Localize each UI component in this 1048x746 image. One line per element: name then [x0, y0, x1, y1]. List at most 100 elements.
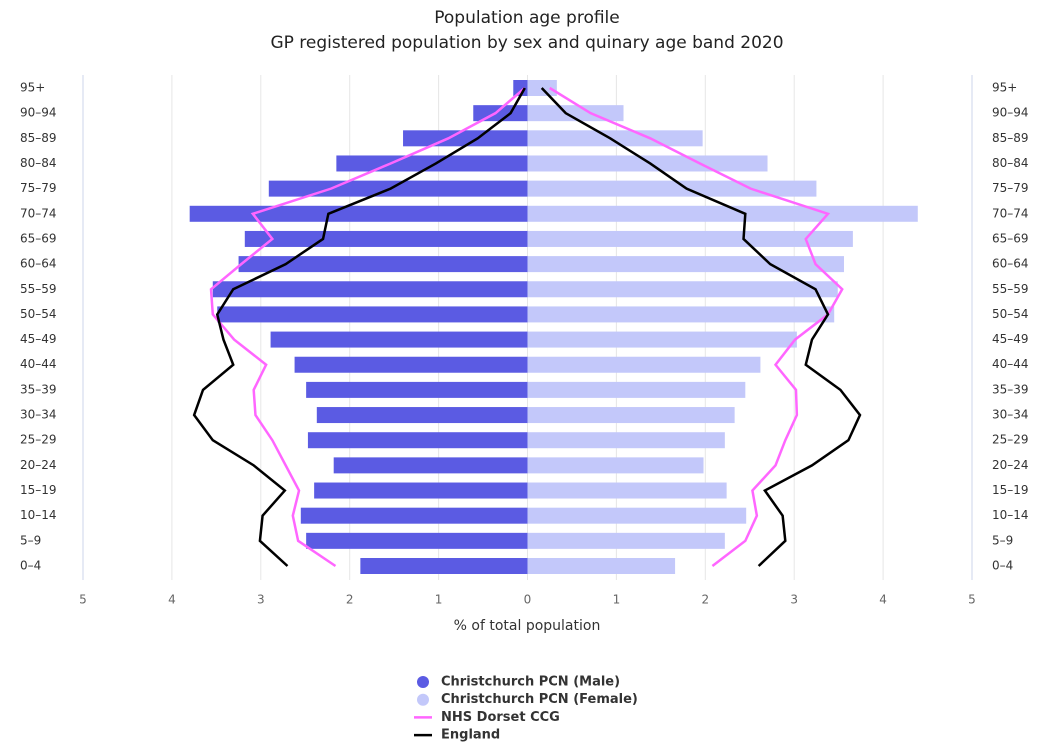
- y-tick-label: 90–94: [20, 106, 57, 120]
- bar: [527, 356, 761, 373]
- y-tick-label: 45–49: [20, 332, 57, 346]
- y-tick-label: 65–69: [992, 231, 1029, 245]
- x-tick-label: 3: [257, 593, 265, 607]
- bar: [217, 306, 528, 323]
- y-tick-label: 20–24: [992, 458, 1029, 472]
- bar: [314, 482, 528, 499]
- bar: [360, 558, 528, 574]
- y-tick-label: 35–39: [992, 382, 1029, 396]
- y-tick-label: 15–19: [992, 483, 1029, 497]
- y-tick-label: 15–19: [20, 483, 57, 497]
- bar: [527, 507, 747, 524]
- y-tick-label: 0–4: [20, 559, 41, 573]
- bar: [527, 155, 768, 172]
- y-tick-label: 75–79: [20, 181, 57, 195]
- x-tick-label: 4: [879, 593, 887, 607]
- y-tick-label: 70–74: [992, 206, 1029, 220]
- y-tick-label: 60–64: [992, 257, 1029, 271]
- legend-label: NHS Dorset CCG: [441, 710, 560, 725]
- bar: [189, 205, 528, 222]
- bar: [527, 532, 725, 549]
- y-tick-label: 30–34: [992, 408, 1029, 422]
- bar: [527, 306, 835, 323]
- bar: [307, 432, 528, 449]
- y-tick-label: 40–44: [992, 357, 1029, 371]
- chart-title: Population age profile: [434, 8, 620, 28]
- y-tick-label: 25–29: [992, 433, 1029, 447]
- y-tick-label: 30–34: [20, 408, 57, 422]
- bar: [316, 407, 528, 424]
- x-tick-label: 5: [968, 593, 976, 607]
- bar: [403, 130, 528, 147]
- x-tick-label: 2: [346, 593, 354, 607]
- x-tick-label: 1: [613, 593, 621, 607]
- bar: [527, 256, 844, 273]
- bar: [527, 407, 735, 424]
- y-tick-label: 5–9: [992, 533, 1013, 547]
- y-tick-label: 55–59: [992, 282, 1029, 296]
- x-tick-label: 1: [435, 593, 443, 607]
- x-tick-label: 2: [701, 593, 709, 607]
- bar: [244, 230, 528, 247]
- line: [192, 87, 526, 567]
- legend-marker: [417, 693, 429, 706]
- bar: [527, 482, 727, 499]
- y-tick-label: 90–94: [992, 106, 1029, 120]
- y-tick-label: 45–49: [992, 332, 1029, 346]
- bar: [306, 532, 528, 549]
- bar: [527, 558, 676, 574]
- x-tick-label: 3: [790, 593, 798, 607]
- chart-subtitle: GP registered population by sex and quin…: [270, 33, 783, 53]
- y-tick-label: 75–79: [992, 181, 1029, 195]
- bar: [527, 381, 746, 398]
- bar: [238, 256, 528, 273]
- bar: [527, 281, 838, 298]
- y-tick-label: 85–89: [20, 131, 57, 145]
- bar: [212, 281, 528, 298]
- line: [540, 87, 862, 567]
- bar: [270, 331, 528, 348]
- bar: [527, 331, 797, 348]
- y-tick-label: 20–24: [20, 458, 57, 472]
- y-tick-label: 80–84: [20, 156, 57, 170]
- y-tick-label: 85–89: [992, 131, 1029, 145]
- y-tick-label: 55–59: [20, 282, 57, 296]
- legend-label: England: [441, 728, 500, 743]
- x-tick-label: 4: [168, 593, 176, 607]
- y-tick-label: 50–54: [20, 307, 57, 321]
- bar: [527, 180, 817, 197]
- y-tick-label: 25–29: [20, 433, 57, 447]
- bar: [527, 130, 703, 147]
- legend-label: Christchurch PCN (Male): [441, 675, 620, 690]
- y-tick-label: 95+: [20, 81, 45, 95]
- y-tick-label: 70–74: [20, 206, 57, 220]
- bar: [294, 356, 528, 373]
- legend-label: Christchurch PCN (Female): [441, 692, 638, 707]
- x-tick-label: 0: [524, 593, 532, 607]
- line: [209, 87, 526, 568]
- bar: [527, 432, 725, 449]
- bar: [333, 457, 528, 474]
- x-axis-label: % of total population: [454, 618, 601, 634]
- y-tick-label: 35–39: [20, 382, 57, 396]
- y-tick-label: 80–84: [992, 156, 1029, 170]
- bar: [527, 230, 853, 247]
- y-tick-label: 10–14: [992, 508, 1029, 522]
- bar: [306, 381, 528, 398]
- y-tick-label: 60–64: [20, 257, 57, 271]
- x-tick-label: 5: [79, 593, 87, 607]
- line: [549, 86, 844, 567]
- legend-marker: [417, 676, 429, 688]
- y-tick-label: 5–9: [20, 533, 41, 547]
- y-tick-label: 0–4: [992, 559, 1013, 573]
- bar: [527, 457, 704, 474]
- y-tick-label: 95+: [992, 81, 1017, 95]
- y-tick-label: 50–54: [992, 307, 1029, 321]
- bar: [268, 180, 528, 197]
- y-tick-label: 65–69: [20, 231, 57, 245]
- y-tick-label: 10–14: [20, 508, 57, 522]
- y-tick-label: 40–44: [20, 357, 57, 371]
- bar: [527, 205, 918, 222]
- bar: [300, 507, 528, 524]
